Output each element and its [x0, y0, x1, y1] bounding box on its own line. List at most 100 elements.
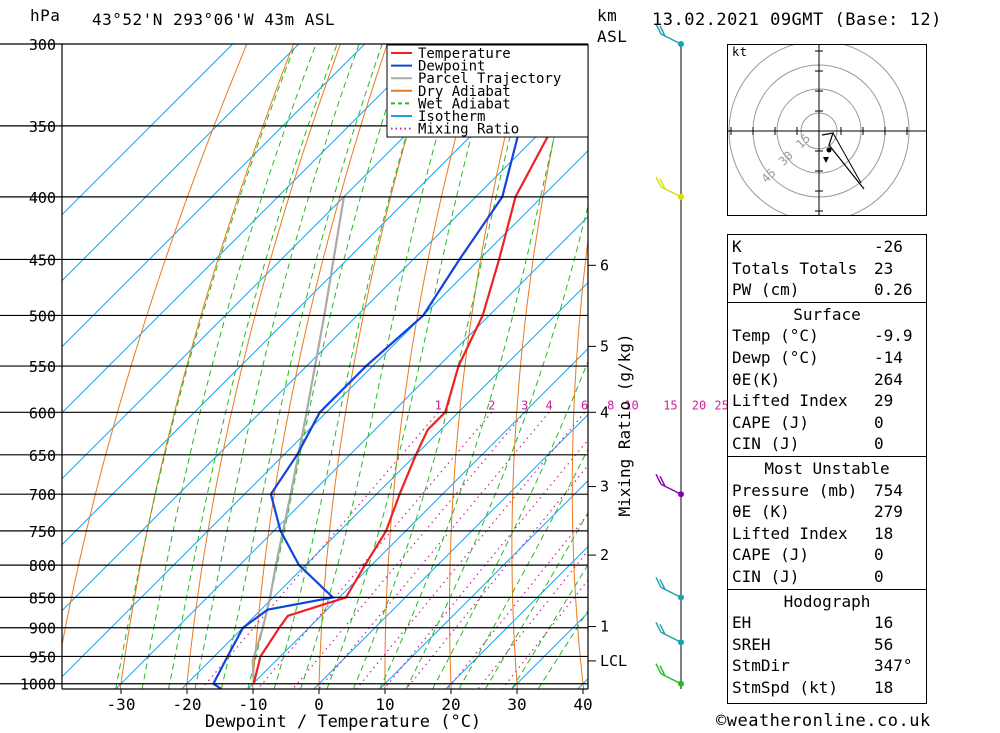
dry-adiabat-line: [511, 44, 575, 689]
dry-adiabat-line: [948, 44, 1000, 689]
temp-tick-label: 30: [507, 695, 526, 714]
pressure-tick-label: 350: [29, 118, 56, 136]
index-label: CIN (J): [732, 567, 800, 586]
pressure-tick-label: 950: [29, 648, 56, 666]
km-tick-label: LCL: [600, 652, 627, 670]
hodograph-trace: [832, 132, 862, 184]
km-tick-label: 2: [600, 546, 609, 564]
indices-row: θE(K) 264: [728, 369, 926, 390]
hodograph-ring-label: 15: [793, 131, 813, 151]
wet-adiabat-line: [379, 44, 577, 689]
wind-barb: [655, 23, 682, 45]
isotherm-line: [445, 546, 588, 689]
indices-row: CIN (J) 0: [728, 433, 926, 454]
temp-tick-label: -10: [239, 695, 268, 714]
index-label: StmSpd (kt): [732, 678, 838, 697]
indices-row: EH 16: [728, 612, 926, 633]
index-label: CAPE (J): [732, 412, 810, 432]
temp-tick-label: 40: [573, 695, 592, 714]
pressure-unit-label: hPa: [30, 6, 61, 25]
index-label: Totals Totals: [732, 258, 858, 278]
copyright-text: ©weatheronline.co.uk: [716, 711, 931, 731]
legend-label: Parcel Trajectory: [418, 71, 561, 87]
index-value: -26: [874, 237, 903, 256]
pressure-tick-label: 400: [29, 189, 56, 207]
indices-separator: [728, 588, 926, 590]
indices-row: Dewp (°C) -14: [728, 347, 926, 368]
temp-tick-label: 10: [375, 695, 394, 714]
indices-section-title: Hodograph: [728, 591, 926, 612]
pressure-tick-label: 800: [29, 557, 56, 575]
mixing-ratio-label: 8: [607, 398, 614, 412]
legend-label: Temperature: [418, 46, 511, 62]
mixing-ratio-line: [501, 579, 588, 689]
index-value: 23: [874, 258, 894, 278]
indices-separator: [728, 456, 926, 457]
pressure-tick-label: 600: [29, 404, 56, 422]
indices-row: Totals Totals 23: [728, 258, 926, 279]
indices-row: CAPE (J) 0: [728, 544, 926, 565]
hodograph-unit-label: kt: [732, 45, 748, 59]
mixing-ratio-axis-title: Mixing Ratio (g/kg): [615, 333, 634, 516]
wind-barb: [655, 621, 682, 643]
indices-section-title: Most Unstable: [728, 458, 926, 479]
index-value: -9.9: [874, 326, 913, 346]
wet-adiabat-line: [273, 44, 435, 689]
dry-adiabat-line: [252, 44, 388, 689]
section-title-text: Hodograph: [783, 591, 871, 611]
dry-adiabat-line: [384, 44, 482, 689]
legend-box: [386, 44, 589, 138]
x-axis-title: Dewpoint / Temperature (°C): [205, 712, 481, 732]
wet-adiabat-line: [300, 44, 464, 689]
wet-adiabat-line: [115, 44, 297, 689]
mixing-ratio-line: [257, 411, 493, 689]
km-tick-label: 3: [600, 478, 609, 496]
index-label: Dewp (°C): [732, 348, 819, 367]
index-value: 0.26: [874, 280, 913, 300]
indices-row: Lifted Index 29: [728, 390, 926, 411]
index-value: 29: [874, 391, 894, 411]
legend-label: Wet Adiabat: [418, 96, 511, 112]
index-value: 18: [874, 523, 894, 543]
indices-row: Temp (°C) -9.9: [728, 325, 926, 346]
index-label: CAPE (J): [732, 545, 810, 565]
temp-tick-label: 20: [441, 695, 460, 714]
indices-section-title: Surface: [728, 304, 926, 325]
index-label: Pressure (mb): [732, 480, 858, 500]
dry-adiabat-line: [186, 44, 341, 689]
index-label: θE (K): [732, 502, 790, 522]
section-title-text: Surface: [793, 304, 861, 324]
indices-row: Lifted Index 18: [728, 523, 926, 544]
mixing-ratio-label: 25: [714, 398, 728, 412]
isotherm-line: [62, 44, 234, 216]
pressure-tick-label: 1000: [20, 676, 56, 694]
hodograph-storm-motion-point: [826, 147, 832, 153]
index-label: Lifted Index: [732, 523, 848, 543]
index-value: 347°: [874, 656, 913, 676]
mixing-ratio-line: [200, 411, 439, 689]
index-value: 0: [874, 545, 884, 565]
index-value: 56: [874, 634, 894, 654]
index-value: 264: [874, 369, 903, 389]
pressure-tick-label: 300: [29, 36, 56, 54]
pressure-tick-label: 500: [29, 307, 56, 325]
wet-adiabat-line: [220, 44, 383, 689]
wet-adiabat-line: [352, 44, 534, 689]
hodograph-ring-label: 45: [759, 166, 779, 186]
dry-adiabat-line: [687, 44, 716, 689]
mixing-ratio-line: [292, 411, 526, 689]
section-title-text: Most Unstable: [764, 459, 890, 478]
mixing-ratio-line: [383, 438, 588, 689]
indices-row: CAPE (J) 0: [728, 412, 926, 433]
mixing-ratio-line: [447, 513, 588, 689]
dry-adiabat-line: [119, 44, 295, 689]
index-label: SREH: [732, 634, 771, 654]
isotherm-line: [313, 414, 588, 689]
pressure-tick-label: 900: [29, 620, 56, 638]
hodograph-panel: 15 30 45 kt: [727, 40, 927, 222]
temp-tick-label: -30: [107, 695, 136, 714]
isotherm-line: [379, 480, 588, 689]
wet-adiabat-line: [141, 44, 317, 689]
index-value: 0: [874, 434, 884, 454]
